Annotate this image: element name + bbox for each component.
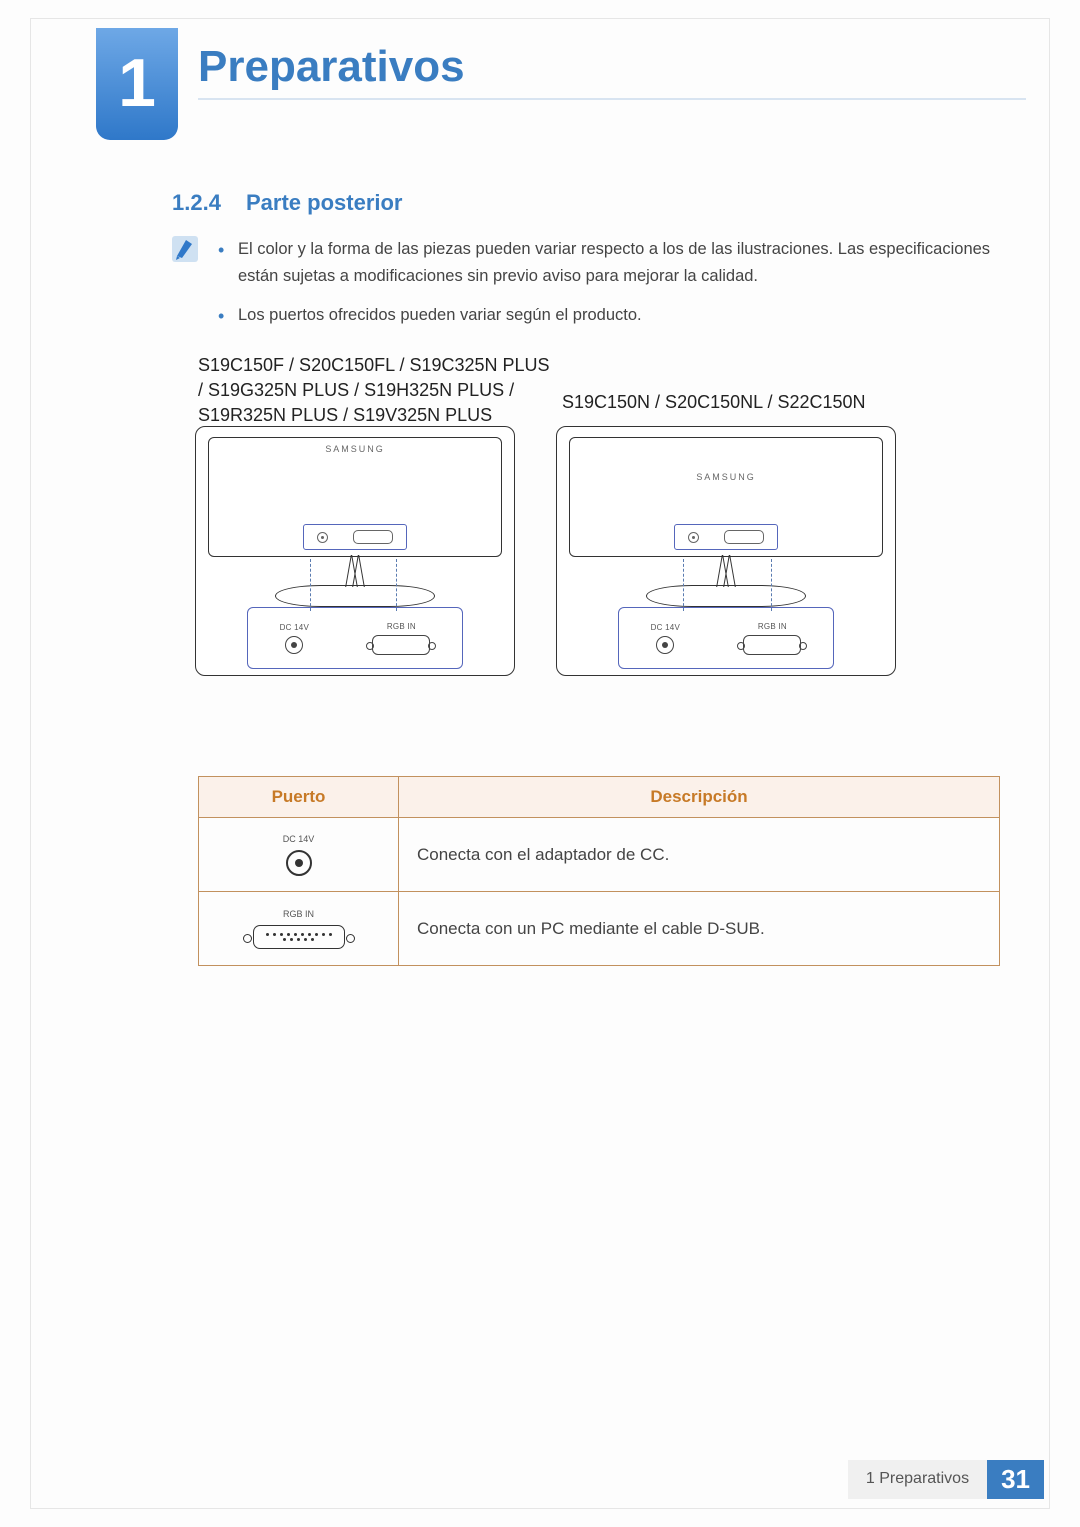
section-number: 1.2.4: [172, 190, 221, 216]
stand-neck: [348, 555, 362, 587]
stand-base: [275, 585, 435, 607]
vga-port-icon: [724, 530, 764, 544]
callout-line: [683, 559, 684, 611]
vga-port-icon: [253, 925, 345, 949]
port-group-on-body: [674, 524, 778, 550]
port-label-dc: DC 14V: [651, 623, 680, 632]
port-callout: DC 14V RGB IN: [247, 607, 463, 669]
port-label-dc: DC 14V: [283, 834, 315, 844]
port-label-rgb: RGB IN: [387, 622, 416, 631]
chapter-number-badge: 1: [96, 28, 178, 140]
brand-label: SAMSUNG: [570, 472, 882, 482]
table-cell-desc: Conecta con un PC mediante el cable D-SU…: [399, 892, 1000, 966]
callout-line: [771, 559, 772, 611]
stand-neck: [719, 555, 733, 587]
dc-port-icon: [656, 636, 674, 654]
table-header-port: Puerto: [199, 777, 399, 818]
dc-port-icon: [317, 532, 328, 543]
dc-port-icon: [286, 850, 312, 876]
vga-port-icon: [372, 635, 430, 655]
model-list-left: S19C150F / S20C150FL / S19C325N PLUS / S…: [198, 353, 558, 429]
table-row: DC 14V Conecta con el adaptador de CC.: [199, 818, 1000, 892]
note-item: El color y la forma de las piezas pueden…: [218, 236, 1000, 290]
note-item: Los puertos ofrecidos pueden variar segú…: [218, 302, 1000, 329]
port-callout: DC 14V RGB IN: [618, 607, 834, 669]
page-footer: 1 Preparativos 31: [0, 1460, 1080, 1499]
port-label-rgb: RGB IN: [283, 909, 314, 919]
port-group-on-body: [303, 524, 407, 550]
chapter-title: Preparativos: [198, 42, 465, 92]
model-list-right: S19C150N / S20C150NL / S22C150N: [562, 392, 922, 413]
table-row: RGB IN Conecta con un PC mediante el cab…: [199, 892, 1000, 966]
note-icon: [172, 236, 198, 262]
port-label-dc: DC 14V: [280, 623, 309, 632]
stand-base: [646, 585, 806, 607]
vga-port-icon: [353, 530, 393, 544]
note-list: El color y la forma de las piezas pueden…: [218, 236, 1000, 342]
dc-port-icon: [285, 636, 303, 654]
rear-diagram-left: SAMSUNG DC 14V RGB IN: [195, 426, 515, 676]
callout-line: [310, 559, 311, 611]
vga-port-icon: [743, 635, 801, 655]
table-header-desc: Descripción: [399, 777, 1000, 818]
section-title: Parte posterior: [246, 190, 403, 216]
port-label-rgb: RGB IN: [758, 622, 787, 631]
title-divider: [198, 98, 1026, 100]
footer-page-number: 31: [987, 1460, 1044, 1499]
ports-table: Puerto Descripción DC 14V Conecta con el…: [198, 776, 1000, 966]
footer-chapter-ref: 1 Preparativos: [848, 1460, 987, 1499]
rear-diagram-right: SAMSUNG DC 14V RGB IN: [556, 426, 896, 676]
callout-line: [396, 559, 397, 611]
table-cell-desc: Conecta con el adaptador de CC.: [399, 818, 1000, 892]
brand-label: SAMSUNG: [209, 444, 501, 454]
dc-port-icon: [688, 532, 699, 543]
